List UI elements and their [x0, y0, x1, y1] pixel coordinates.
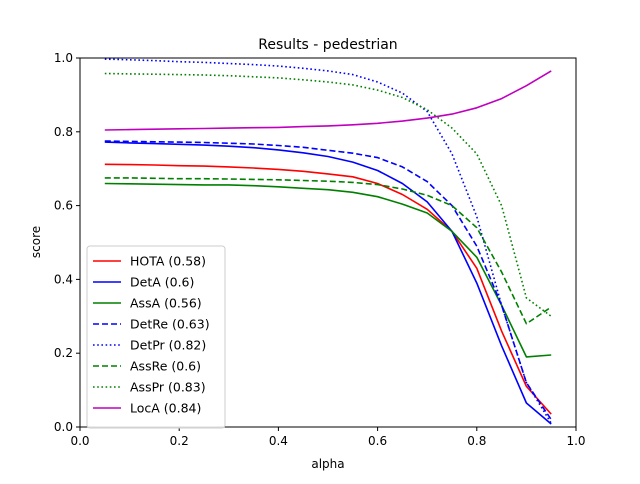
- series-line-1: [104, 141, 552, 425]
- plot-frame: [79, 57, 577, 428]
- x-tick-label: 0.2: [170, 434, 189, 448]
- series-line-7: [104, 70, 552, 131]
- y-tick-label: 1.0: [54, 51, 73, 65]
- legend-label: DetRe (0.63): [130, 317, 210, 332]
- legend-box: [86, 245, 226, 429]
- series-line-3: [104, 140, 552, 421]
- series-line-6: [104, 72, 552, 317]
- x-axis-ticks: 0.0 0.2 0.4 0.6 0.8 1.0: [70, 427, 586, 448]
- y-tick-label: 0.8: [54, 125, 73, 139]
- legend-label: LocA (0.84): [130, 401, 201, 416]
- y-tick-label: 0.2: [54, 346, 73, 360]
- series-line-0: [104, 163, 552, 415]
- y-axis-label: score: [29, 226, 43, 258]
- series-line-4: [104, 58, 552, 424]
- series-line-2: [104, 182, 552, 358]
- chart-title: Results - pedestrian: [258, 37, 397, 53]
- x-tick-label: 0.8: [467, 434, 486, 448]
- legend: HOTA (0.58) DetA (0.6) AssA (0.56) DetRe (0…: [86, 245, 226, 429]
- x-tick-label: 0.4: [269, 434, 288, 448]
- x-tick-label: 0.6: [368, 434, 387, 448]
- x-tick-label: 1.0: [566, 434, 585, 448]
- y-axis-ticks: 0.0 0.2 0.4 0.6 0.8 1.0: [54, 51, 80, 434]
- legend-label: DetA (0.6): [130, 275, 194, 290]
- x-tick-label: 0.0: [70, 434, 89, 448]
- plot-lines: [104, 58, 552, 425]
- y-tick-label: 0.4: [54, 272, 73, 286]
- y-tick-label: 0.0: [54, 420, 73, 434]
- legend-label: AssPr (0.83): [130, 380, 206, 395]
- legend-label: DetPr (0.82): [130, 338, 206, 353]
- series-line-5: [104, 177, 552, 325]
- x-axis-label: alpha: [311, 457, 344, 471]
- legend-label: AssA (0.56): [130, 296, 202, 311]
- legend-label: HOTA (0.58): [130, 254, 206, 269]
- legend-label: AssRe (0.6): [130, 359, 201, 374]
- y-tick-label: 0.6: [54, 199, 73, 213]
